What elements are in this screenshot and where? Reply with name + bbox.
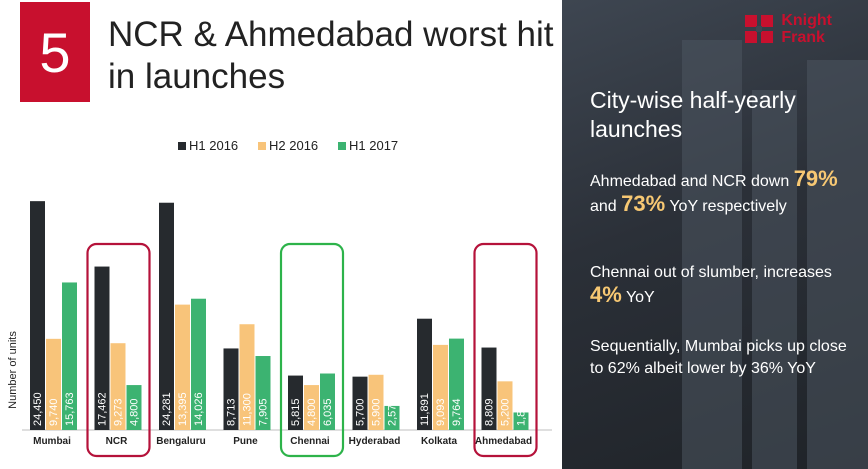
- bar-ncr-2: [126, 385, 142, 430]
- data-label: 2,571: [387, 398, 399, 426]
- bar-bengaluru-1: [175, 304, 190, 430]
- category-label: Bengaluru: [156, 436, 205, 447]
- bar-kolkata-0: [417, 318, 432, 430]
- logo-line-1: Knight: [781, 12, 832, 29]
- background-building-shape: [752, 90, 797, 469]
- data-label: 15,763: [64, 392, 76, 426]
- data-label: 9,764: [451, 398, 463, 426]
- slide-number-badge: 5: [20, 2, 90, 102]
- bar-pune-2: [255, 356, 271, 430]
- bar-kolkata-2: [449, 338, 464, 430]
- bar-kolkata-1: [433, 344, 448, 430]
- legend-swatch-1: [258, 142, 266, 150]
- data-label: 24,450: [32, 392, 44, 426]
- highlight-box-ncr: [86, 242, 151, 458]
- bar-hyderabad-1: [368, 374, 384, 430]
- legend-label-0: H1 2016: [189, 138, 238, 153]
- bar-bengaluru-0: [159, 202, 174, 430]
- category-label: Pune: [233, 436, 258, 447]
- y-axis-label: Number of units: [7, 331, 19, 409]
- category-label: Mumbai: [33, 436, 71, 447]
- legend-swatch-2: [338, 142, 346, 150]
- bar-pune-0: [223, 348, 239, 430]
- background-building-shape: [682, 40, 742, 469]
- bar-ahmedabad-1: [497, 381, 513, 430]
- bar-mumbai-1: [46, 338, 61, 430]
- data-label: 17,462: [97, 392, 109, 426]
- panel-heading: City-wise half-yearly launches: [590, 87, 796, 142]
- bar-mumbai-2: [62, 282, 77, 430]
- highlight-box-chennai: [279, 242, 345, 458]
- highlight-box-ahmedabad: [473, 242, 538, 458]
- bar-hyderabad-0: [352, 376, 368, 430]
- data-label: 9,740: [48, 398, 60, 426]
- data-label: 5,815: [290, 398, 302, 426]
- data-label: 9,093: [435, 398, 447, 426]
- highlight-value: 73%: [621, 191, 666, 216]
- highlight-value: 4%: [590, 282, 622, 307]
- insight-panel: Knight Frank City-wise half-yearly launc…: [562, 0, 868, 469]
- legend-swatch-0: [178, 142, 186, 150]
- insight-point-2: Chennai out of slumber, increases 4% YoY: [590, 264, 832, 307]
- bar-ahmedabad-0: [481, 347, 497, 430]
- category-label: Kolkata: [421, 436, 458, 447]
- bar-hyderabad-2: [384, 405, 400, 430]
- bar-ncr-0: [94, 266, 110, 430]
- data-label: 6,035: [322, 398, 334, 426]
- legend-label-2: H1 2017: [349, 138, 398, 153]
- data-label: 5,900: [371, 398, 383, 426]
- category-label: Ahmedabad: [475, 436, 532, 447]
- data-label: 8,809: [484, 398, 496, 426]
- data-label: 9,273: [113, 398, 125, 426]
- data-label: 24,281: [161, 392, 173, 426]
- bar-bengaluru-2: [191, 298, 206, 430]
- data-label: 13,395: [177, 392, 189, 426]
- data-label: 5,700: [355, 398, 367, 426]
- data-label: 5,200: [500, 398, 512, 426]
- data-label: 11,891: [419, 393, 431, 426]
- bar-chennai-0: [288, 375, 303, 430]
- bar-pune-1: [239, 324, 255, 430]
- highlight-value: 79%: [793, 166, 838, 191]
- data-label: 8,713: [226, 398, 238, 426]
- knight-frank-logo-icon: [743, 13, 775, 45]
- launches-bar-chart: H1 2016 H2 2016 H1 2017 Number of units 24,4…: [7, 138, 552, 458]
- slide-title: NCR & Ahmedabad worst hit in launches: [108, 15, 554, 96]
- data-label: 1,874: [516, 398, 528, 426]
- bar-ahmedabad-2: [513, 412, 529, 430]
- category-label: NCR: [106, 436, 128, 447]
- knight-frank-logo: Knight Frank: [743, 12, 832, 46]
- data-label: 14,026: [193, 392, 205, 426]
- legend-label-1: H2 2016: [269, 138, 318, 153]
- bar-ncr-1: [110, 343, 126, 430]
- bar-mumbai-0: [30, 201, 45, 430]
- data-label: 7,905: [258, 398, 270, 426]
- background-building-shape: [807, 60, 868, 469]
- data-label: 4,800: [306, 398, 318, 426]
- category-label: Chennai: [290, 436, 330, 447]
- insight-point-1: Ahmedabad and NCR down 79% and 73% YoY r…: [590, 166, 838, 216]
- bar-chennai-2: [320, 373, 335, 430]
- logo-line-2: Frank: [781, 29, 825, 46]
- data-label: 4,800: [129, 398, 141, 426]
- bar-chennai-1: [304, 385, 319, 430]
- insight-point-3: Sequentially, Mumbai picks up close to 6…: [590, 338, 847, 377]
- data-label: 11,300: [242, 393, 254, 426]
- chart-area: 5 NCR & Ahmedabad worst hit in launches …: [7, 2, 554, 458]
- category-label: Hyderabad: [349, 436, 401, 447]
